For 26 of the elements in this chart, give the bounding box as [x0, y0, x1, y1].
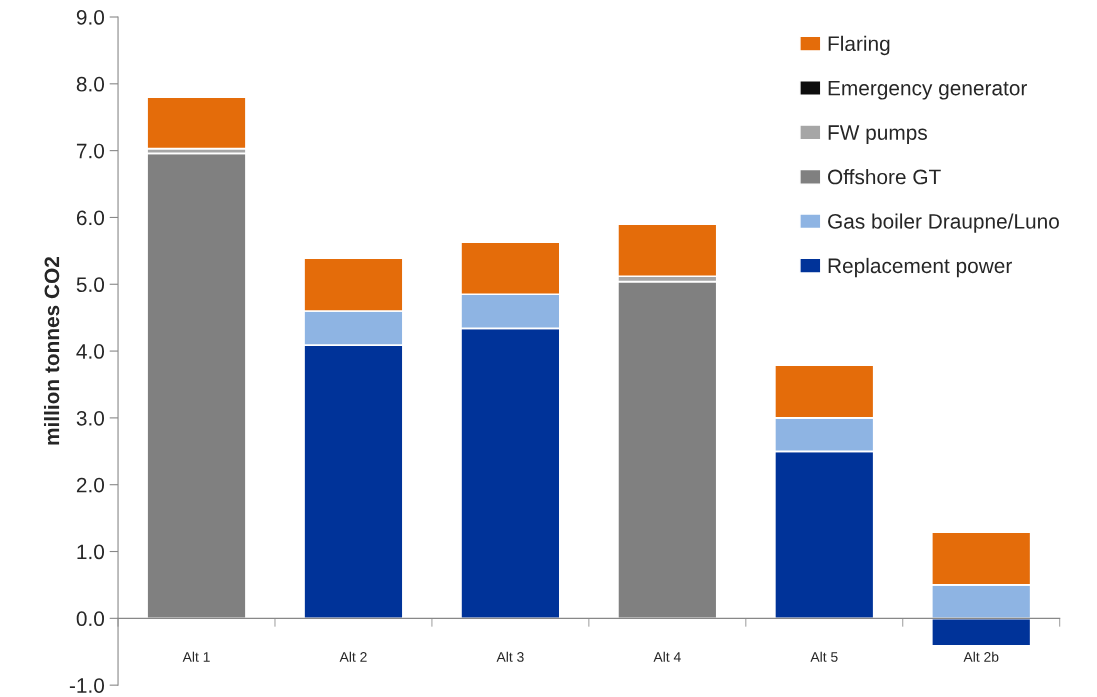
y-tick-label: 8.0: [76, 76, 105, 92]
legend-label: Emergency generator: [828, 80, 1028, 100]
legend-label: Replacement power: [828, 257, 1012, 278]
y-tick-label: 7.0: [76, 143, 105, 159]
y-tick-label: 0.0: [76, 611, 105, 627]
bar: [617, 223, 718, 278]
y-tick-label: 6.0: [76, 210, 105, 226]
bar: [146, 96, 247, 150]
x-tick-label: Alt 4: [653, 651, 681, 662]
legend-label: Gas boiler Draupne/Luno: [828, 213, 1059, 233]
y-tick-label: 9.0: [76, 10, 105, 25]
y-tick-label: 5.0: [76, 277, 105, 293]
y-tick-label: 3.0: [76, 410, 105, 426]
x-tick-label: Alt 5: [810, 651, 838, 662]
y-tick-label: -1.0: [69, 678, 105, 693]
y-tick-label: 2.0: [76, 477, 105, 493]
y-tick-label: 1.0: [77, 544, 105, 560]
x-tick-label: Alt 3: [496, 651, 524, 662]
x-tick-label: Alt 2: [339, 651, 367, 662]
x-tick-label: Alt 1: [182, 651, 210, 662]
y-tick-label: 4.0: [76, 344, 105, 359]
x-tick-label: Alt 2b: [963, 651, 999, 662]
legend-label: FW pumps: [828, 125, 927, 145]
y-axis-title: million tonnes CO2: [43, 256, 60, 445]
legend-label: Offshore GT: [828, 169, 941, 185]
legend-label: Flaring: [828, 35, 890, 56]
